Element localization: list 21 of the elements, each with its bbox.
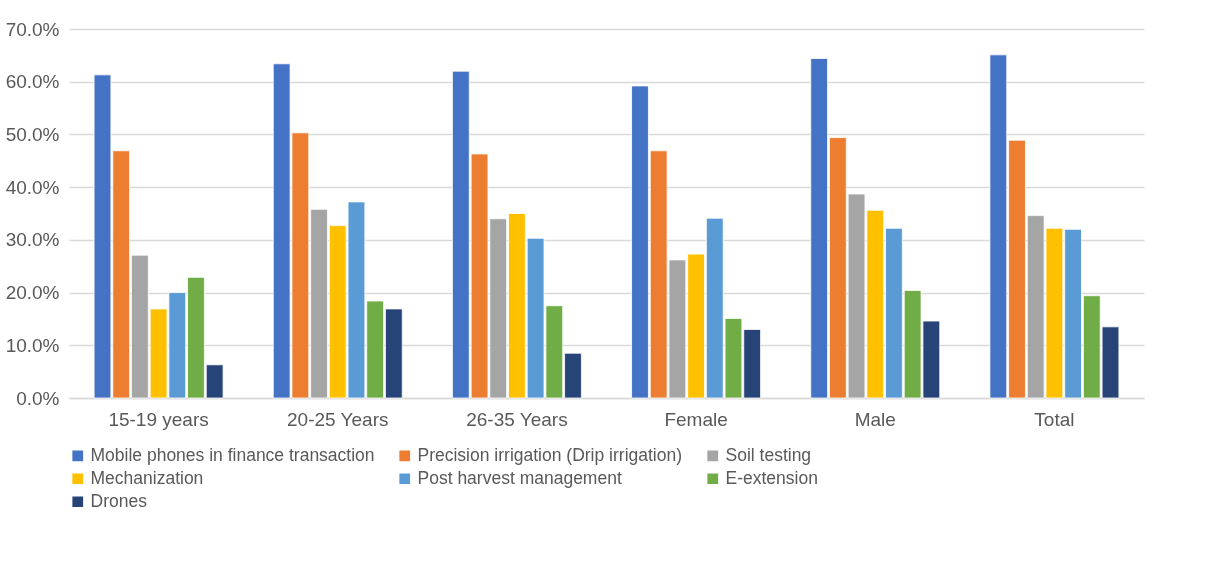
x-tick-label: 15-19 years — [108, 408, 209, 430]
x-tick-label: Female — [664, 408, 728, 430]
x-tick-label: 26-35 Years — [466, 408, 568, 430]
y-tick-label: 0.0% — [16, 387, 60, 409]
legend-label: E-extension — [725, 467, 818, 488]
legend-label: Mechanization — [90, 467, 204, 488]
y-tick-label: 30.0% — [5, 229, 60, 251]
x-tick-label: Male — [854, 408, 896, 430]
legend-label: Mobile phones in finance transaction — [90, 444, 375, 465]
y-tick-label: 40.0% — [5, 176, 60, 198]
legend-label: Soil testing — [725, 444, 812, 465]
y-tick-label: 50.0% — [5, 123, 60, 145]
y-tick-label: 60.0% — [5, 71, 60, 93]
legend-label: Post harvest management — [417, 467, 622, 488]
x-tick-label: Total — [1034, 408, 1075, 430]
x-tick-label: 20-25 Years — [287, 408, 389, 430]
y-tick-label: 70.0% — [5, 18, 60, 40]
y-tick-label: 20.0% — [5, 282, 60, 304]
legend-label: Precision irrigation (Drip irrigation) — [417, 444, 683, 465]
y-tick-label: 10.0% — [5, 334, 60, 356]
legend-label: Drones — [90, 490, 148, 511]
